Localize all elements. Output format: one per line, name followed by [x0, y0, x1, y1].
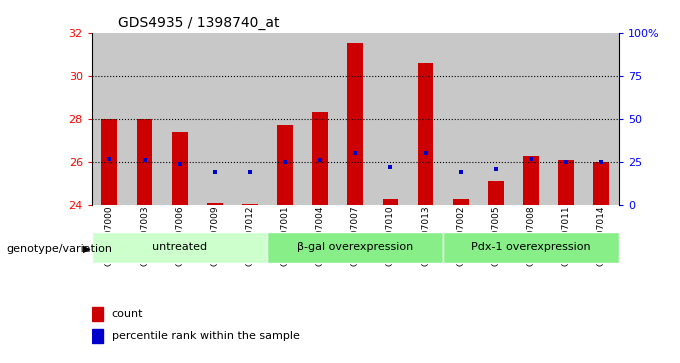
Bar: [137, 119, 152, 205]
Bar: [92, 307, 103, 321]
Bar: [303, 33, 338, 205]
Bar: [127, 33, 162, 205]
Bar: [478, 33, 513, 205]
Bar: [92, 329, 103, 343]
Text: GDS4935 / 1398740_at: GDS4935 / 1398740_at: [118, 16, 279, 30]
Text: genotype/variation: genotype/variation: [7, 244, 113, 254]
Text: percentile rank within the sample: percentile rank within the sample: [112, 331, 300, 341]
Bar: [92, 232, 267, 263]
Text: untreated: untreated: [152, 242, 207, 252]
Bar: [172, 132, 188, 205]
Bar: [594, 162, 609, 205]
Bar: [549, 33, 583, 205]
Text: ▶: ▶: [83, 244, 90, 254]
Bar: [101, 119, 117, 205]
Bar: [197, 33, 233, 205]
Text: Pdx-1 overexpression: Pdx-1 overexpression: [471, 242, 591, 252]
Bar: [373, 33, 408, 205]
Bar: [488, 182, 504, 205]
Text: count: count: [112, 309, 143, 319]
Bar: [162, 33, 197, 205]
Bar: [338, 33, 373, 205]
Bar: [233, 33, 267, 205]
Bar: [312, 113, 328, 205]
Bar: [443, 33, 478, 205]
Bar: [267, 33, 303, 205]
Bar: [92, 33, 127, 205]
Bar: [558, 160, 574, 205]
Bar: [418, 63, 433, 205]
Text: β-gal overexpression: β-gal overexpression: [297, 242, 413, 252]
Bar: [453, 199, 469, 205]
Bar: [408, 33, 443, 205]
Bar: [383, 199, 398, 205]
Bar: [347, 44, 363, 205]
Bar: [523, 155, 539, 205]
Bar: [443, 232, 619, 263]
Bar: [277, 125, 293, 205]
Bar: [242, 204, 258, 205]
Bar: [267, 232, 443, 263]
Bar: [583, 33, 619, 205]
Bar: [207, 203, 222, 205]
Bar: [513, 33, 549, 205]
